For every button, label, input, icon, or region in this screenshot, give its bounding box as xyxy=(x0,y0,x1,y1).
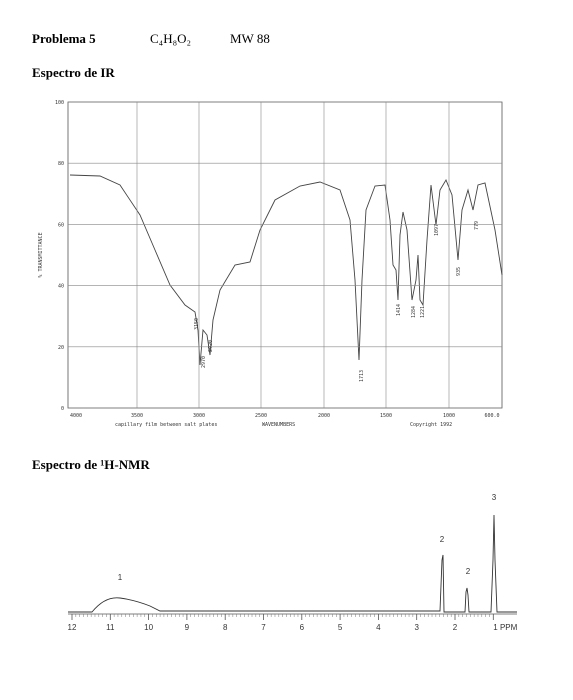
ir-peak-label: 2970 xyxy=(201,356,207,368)
ir-x-tick-label: 2500 xyxy=(255,413,267,419)
ir-peak-label: 1414 xyxy=(396,304,402,316)
molecular-weight: MW 88 xyxy=(230,31,270,46)
ir-x-axis-label: WAVENUMBERS xyxy=(262,422,295,428)
ir-y-tick-label: 40 xyxy=(58,284,64,290)
nmr-peak-label: 2 xyxy=(466,567,471,576)
nmr-x-tick-label: 8 xyxy=(223,623,228,632)
ir-x-tick-label: 1500 xyxy=(380,413,392,419)
ir-peak-label: 3150 xyxy=(194,318,200,330)
ir-peak-label: 935 xyxy=(456,267,462,276)
ir-y-tick-label: 0 xyxy=(61,406,64,412)
nmr-spectrum xyxy=(68,514,517,613)
nmr-x-tick-label: 6 xyxy=(300,623,305,632)
ir-spectrum xyxy=(69,174,503,366)
nmr-x-tick-label: 10 xyxy=(144,623,153,632)
ir-copyright: Copyright 1992 xyxy=(410,422,452,428)
ir-x-tick-label: 2000 xyxy=(318,413,330,419)
nmr-x-tick-label: 3 xyxy=(414,623,419,632)
nmr-x-tick-label: 1 PPM xyxy=(493,623,517,632)
nmr-peak-label: 3 xyxy=(492,493,497,502)
ir-peak-label: 2920 xyxy=(208,340,214,352)
ir-peak-label: 1713 xyxy=(359,370,365,382)
ir-peak-label: 1221 xyxy=(420,306,426,318)
ir-x-tick-label: 3000 xyxy=(193,413,205,419)
nmr-x-tick-label: 11 xyxy=(106,623,115,632)
ir-frame xyxy=(67,101,503,409)
ir-y-tick-label: 80 xyxy=(58,161,64,167)
nmr-x-tick-label: 12 xyxy=(68,623,77,632)
ir-peak-label: 1097 xyxy=(434,224,440,236)
ir-x-tick-label: 600.0 xyxy=(484,413,499,419)
nmr-title: Espectro de ¹H-NMR xyxy=(32,457,150,472)
nmr-x-tick-label: 4 xyxy=(376,623,381,632)
ir-x-tick-label: 4000 xyxy=(70,413,82,419)
nmr-peak-label: 1 xyxy=(118,573,123,582)
ir-y-tick-label: 100 xyxy=(55,100,64,106)
nmr-x-tick-label: 5 xyxy=(338,623,343,632)
ir-y-axis-label: % TRANSMITTANCE xyxy=(38,232,44,277)
ir-title: Espectro de IR xyxy=(32,65,115,80)
nmr-x-tick-label: 9 xyxy=(185,623,190,632)
nmr-x-tick-label: 7 xyxy=(261,623,266,632)
ir-x-tick-label: 3500 xyxy=(131,413,143,419)
nmr-x-tick-label: 2 xyxy=(453,623,458,632)
ir-y-tick-label: 60 xyxy=(58,222,64,228)
formula: C₄H₈O₂ xyxy=(150,31,191,46)
ir-y-tick-label: 20 xyxy=(58,345,64,351)
ir-x-tick-label: 1000 xyxy=(443,413,455,419)
ir-peak-label: 1284 xyxy=(411,306,417,318)
ir-sample-note: capillary film between salt plates xyxy=(115,422,217,428)
nmr-peak-label: 2 xyxy=(440,535,445,544)
ir-peak-label: 779 xyxy=(474,221,480,230)
problem-title: Problema 5 xyxy=(32,31,96,46)
